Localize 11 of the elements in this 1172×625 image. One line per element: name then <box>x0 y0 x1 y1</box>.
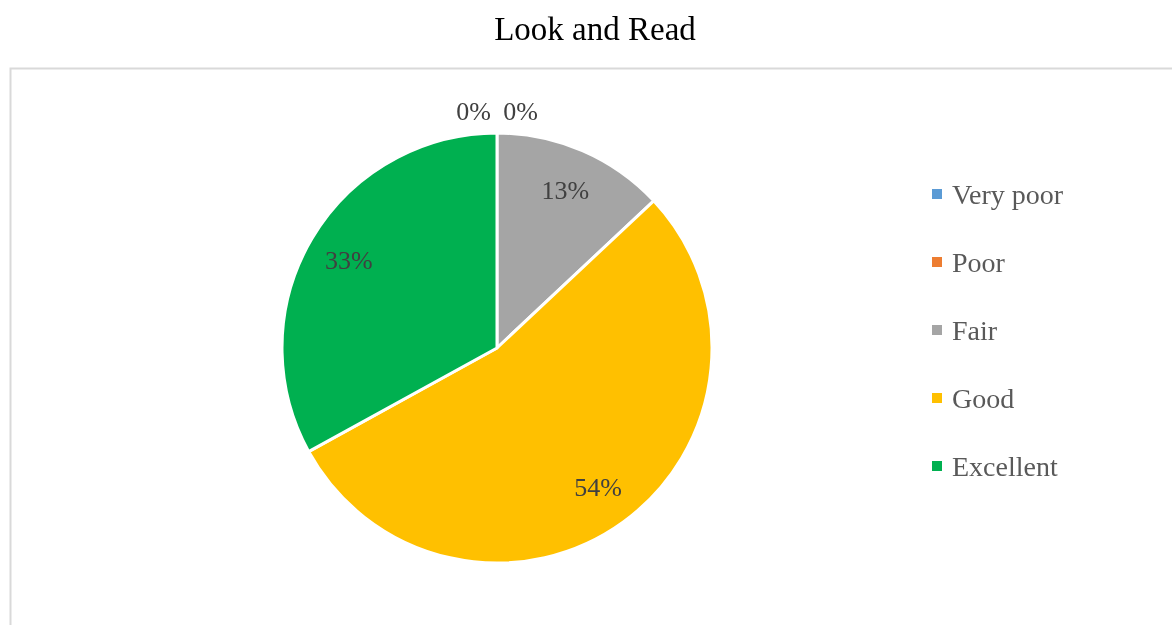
legend-label: Very poor <box>952 178 1064 210</box>
legend-label: Fair <box>952 314 998 346</box>
data-label: 13% <box>541 175 590 205</box>
legend-label: Excellent <box>952 450 1058 482</box>
data-label: 54% <box>574 472 622 502</box>
text: 0% <box>503 96 538 126</box>
legend-label: Good <box>952 382 1015 414</box>
data-label: 33% <box>325 245 373 275</box>
legend-label: Poor <box>952 246 1006 278</box>
chart-title: Look and Read <box>494 11 697 47</box>
text: 0% <box>456 96 491 126</box>
